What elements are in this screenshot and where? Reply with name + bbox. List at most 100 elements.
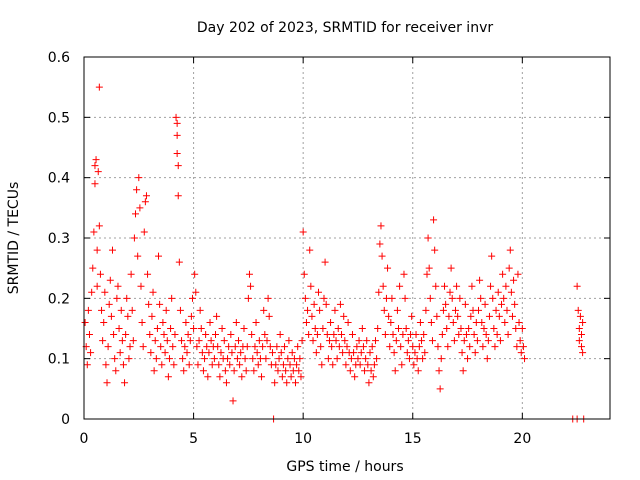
data-point <box>310 300 318 308</box>
data-point <box>160 331 168 339</box>
x-tick-label: 5 <box>189 431 198 447</box>
data-point <box>225 343 233 351</box>
data-point <box>92 156 100 164</box>
data-point <box>331 306 339 314</box>
data-point <box>362 355 370 363</box>
data-point <box>368 343 376 351</box>
data-point <box>503 306 511 314</box>
data-point <box>196 306 204 314</box>
data-point <box>494 288 502 296</box>
data-point <box>156 300 164 308</box>
x-tick-label: 15 <box>404 431 422 447</box>
data-point <box>416 318 424 326</box>
data-point <box>374 325 382 332</box>
data-point <box>433 312 441 320</box>
data-point <box>390 349 398 357</box>
data-point <box>333 355 341 363</box>
data-point <box>311 325 319 332</box>
data-point <box>421 349 429 357</box>
data-point <box>427 318 435 326</box>
data-point <box>271 379 279 387</box>
data-point <box>484 337 492 345</box>
data-point <box>483 355 491 363</box>
data-point <box>128 306 136 314</box>
data-point <box>210 355 218 363</box>
data-point <box>110 331 118 339</box>
data-point <box>112 367 120 375</box>
data-point <box>294 343 302 351</box>
data-point <box>145 300 153 308</box>
data-point <box>437 355 445 363</box>
data-point <box>253 349 261 357</box>
data-point <box>500 294 508 302</box>
data-point <box>573 282 581 290</box>
data-point <box>228 349 236 357</box>
data-point <box>195 337 203 345</box>
data-point <box>357 349 365 357</box>
data-point <box>336 300 344 308</box>
data-point <box>118 337 126 345</box>
data-point <box>432 282 440 290</box>
data-point <box>301 294 309 302</box>
data-point <box>329 361 337 369</box>
data-point <box>339 349 347 357</box>
data-point <box>341 337 349 345</box>
data-point <box>327 318 335 326</box>
data-point <box>139 343 147 351</box>
data-point <box>518 325 526 332</box>
data-point <box>464 355 472 363</box>
data-point <box>157 343 165 351</box>
data-point <box>217 349 225 357</box>
data-point <box>261 331 269 339</box>
data-point <box>183 349 191 357</box>
data-point <box>237 349 245 357</box>
data-point <box>276 331 284 339</box>
data-point <box>150 367 158 375</box>
data-point <box>174 162 182 170</box>
data-point <box>507 288 515 296</box>
data-point <box>171 331 179 339</box>
data-point <box>262 355 270 363</box>
data-point <box>173 150 181 158</box>
data-point <box>215 361 223 369</box>
data-point <box>93 282 101 290</box>
data-point <box>283 379 291 387</box>
data-point <box>94 168 102 176</box>
data-point <box>462 331 470 339</box>
data-point <box>346 367 354 375</box>
data-point <box>517 349 525 357</box>
data-point <box>402 325 410 332</box>
data-point <box>365 379 373 387</box>
data-point <box>485 312 493 320</box>
data-point <box>519 343 527 351</box>
data-point <box>508 312 516 320</box>
data-point <box>247 282 255 290</box>
data-point <box>396 282 404 290</box>
data-point <box>453 282 461 290</box>
data-point <box>579 318 587 326</box>
y-axis-label: SRMTID / TECUs <box>6 182 22 295</box>
data-point <box>361 367 369 375</box>
data-point <box>579 349 587 357</box>
data-point <box>387 318 395 326</box>
y-tick-label: 0.5 <box>48 110 70 126</box>
data-point <box>445 312 453 320</box>
data-point <box>84 306 92 314</box>
data-point <box>312 349 320 357</box>
data-point <box>513 343 521 351</box>
data-point <box>391 367 399 375</box>
data-point <box>198 349 206 357</box>
data-point <box>103 379 111 387</box>
data-point <box>83 361 91 369</box>
data-point <box>316 306 324 314</box>
data-point <box>229 397 237 405</box>
data-point <box>132 210 140 218</box>
data-point <box>510 276 518 284</box>
data-point <box>364 361 372 369</box>
data-point <box>91 162 99 170</box>
data-point <box>414 367 422 375</box>
data-point <box>506 246 514 254</box>
data-point <box>304 306 312 314</box>
data-point <box>397 343 405 351</box>
data-point <box>343 343 351 351</box>
